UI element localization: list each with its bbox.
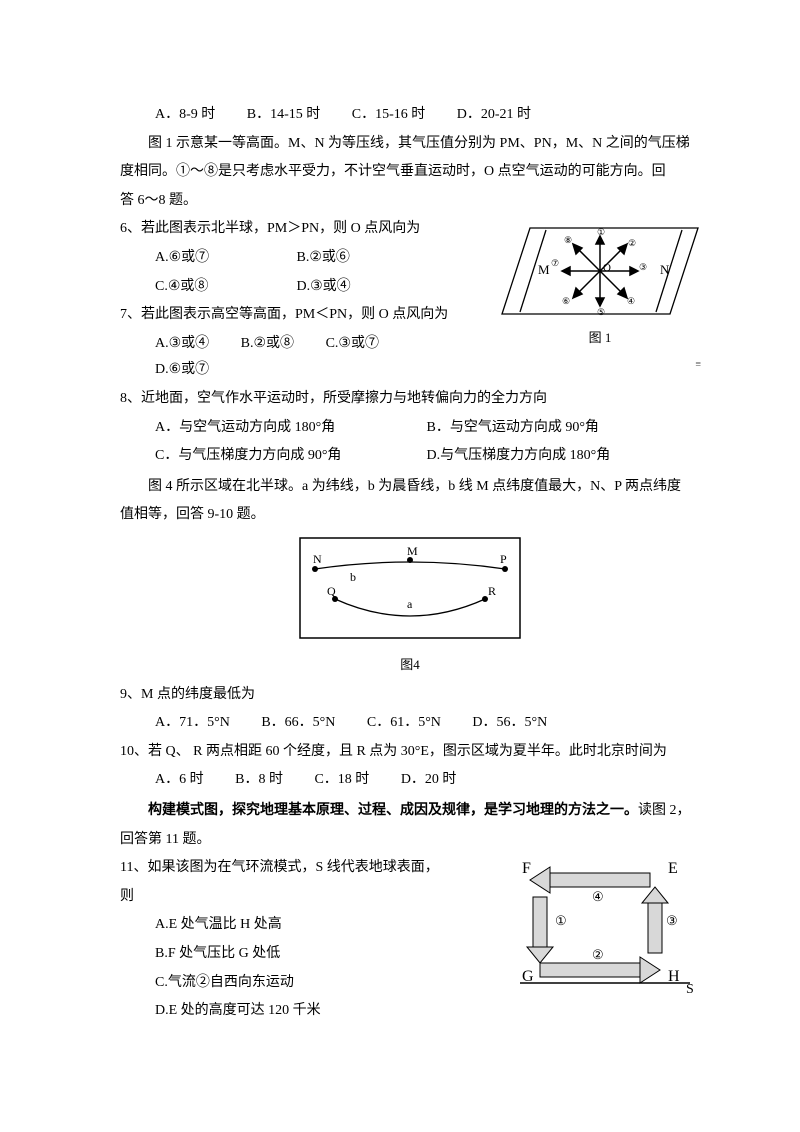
svg-text:R: R [488,584,496,598]
q6-opt-d: D.③或④ [297,274,351,301]
svg-text:E: E [668,860,678,877]
figure-1-svg: M N O ① ② ③ ④ ⑤ ⑥ ⑦ ⑧ [500,216,700,326]
svg-text:S: S [686,982,694,995]
svg-text:F: F [522,860,531,877]
figure-2-wrap: F E G H S ① ② ③ ④ [500,855,700,995]
q6-opt-b: B.②或⑥ [297,245,350,272]
svg-text:⑥: ⑥ [562,296,570,306]
svg-text:⑤: ⑤ [597,307,605,317]
intro-6-8-line1: 图 1 示意某一等高面。M、N 为等压线，其气压值分别为 PM、PN，M、N 之… [120,131,700,158]
svg-text:N: N [313,552,322,566]
q5-opt-d: D．20-21 时 [457,102,531,129]
svg-text:④: ④ [592,889,604,904]
svg-text:⑧: ⑧ [564,235,572,245]
svg-text:①: ① [597,227,605,237]
intro-11-line1: 构建模式图，探究地理基本原理、过程、成因及规律，是学习地理的方法之一。读图 2， [120,796,700,825]
figure-4-label: 图4 [120,653,700,678]
svg-text:④: ④ [627,296,635,306]
q8-opt-c: C．与气压梯度力方向成 90°角 [155,443,395,470]
svg-text:G: G [522,968,534,985]
q9-opt-a: A．71．5°N [155,710,230,737]
q8-stem: 8、近地面，空气作水平运动时，所受摩擦力与地转偏向力的全力方向 [120,386,700,413]
svg-text:O: O [603,262,611,274]
svg-text:①: ① [555,913,567,928]
q8-row2: C．与气压梯度力方向成 90°角 D.与气压梯度力方向成 180°角 [155,443,700,470]
q6-opt-a: A.⑥或⑦ [155,245,265,272]
figure-2-svg: F E G H S ① ② ③ ④ [500,855,700,995]
q11-opt-d: D.E 处的高度可达 120 千米 [155,998,700,1025]
svg-text:P: P [500,552,507,566]
q7-opt-d: D.⑥或⑦ [155,357,209,384]
q6-opt-c: C.④或⑧ [155,274,265,301]
svg-text:⑦: ⑦ [551,258,559,268]
svg-text:②: ② [592,947,604,962]
q9-opt-c: C．61．5°N [367,710,441,737]
figure-1-wrap: M N O ① ② ③ ④ ⑤ ⑥ ⑦ ⑧ 图 1 ≡ [500,216,700,377]
q8-opt-b: B．与空气运动方向成 90°角 [427,415,599,442]
q7-opt-a: A.③或④ [155,331,209,358]
svg-text:②: ② [628,238,636,248]
q9-stem: 9、M 点的纬度最低为 [120,682,700,709]
svg-text:N: N [660,262,670,277]
q10-opt-a: A．6 时 [155,767,204,794]
exam-page: A．8-9 时 B．14-15 时 C．15-16 时 D．20-21 时 图 … [0,0,800,1132]
q10-options: A．6 时 B．8 时 C．18 时 D．20 时 [155,767,700,794]
q5-opt-a: A．8-9 时 [155,102,215,129]
intro-11-tail: 读图 2， [638,803,691,818]
q10-stem: 10、若 Q、 R 两点相距 60 个经度，且 R 点为 30°E，图示区域为夏… [120,739,700,766]
q7-opt-b: B.②或⑧ [241,331,294,358]
intro-6-8-line2: 度相同。①～⑧是只考虑水平受力，不计空气垂直运动时，O 点空气运动的可能方向。回 [120,159,700,186]
svg-text:Q: Q [327,584,336,598]
svg-text:b: b [350,570,356,584]
intro-6-8-line3: 答 6～8 题。 [120,188,700,215]
figure-4-svg: N M P Q R b a [295,533,525,653]
q10-opt-b: B．8 时 [235,767,283,794]
q10-opt-c: C．18 时 [314,767,369,794]
svg-text:M: M [538,262,550,277]
svg-text:M: M [407,544,418,558]
svg-text:③: ③ [666,913,678,928]
intro-9-10-line1: 图 4 所示区域在北半球。a 为纬线，b 为晨昏线，b 线 M 点纬度值最大，N… [120,474,700,501]
q7-opt-c: C.③或⑦ [326,331,379,358]
q9-opt-b: B．66．5°N [261,710,335,737]
q5-opt-c: C．15-16 时 [352,102,426,129]
svg-text:③: ③ [639,262,647,272]
q5-options: A．8-9 时 B．14-15 时 C．15-16 时 D．20-21 时 [155,102,700,129]
svg-text:a: a [407,597,413,611]
q8-row1: A．与空气运动方向成 180°角 B．与空气运动方向成 90°角 [155,415,700,442]
q9-opt-d: D．56．5°N [472,710,547,737]
q10-opt-d: D．20 时 [401,767,457,794]
q8-opt-a: A．与空气运动方向成 180°角 [155,415,395,442]
intro-11-bold: 构建模式图，探究地理基本原理、过程、成因及规律，是学习地理的方法之一。 [148,801,638,817]
figure-4-wrap: N M P Q R b a 图4 [120,533,700,678]
q9-options: A．71．5°N B．66．5°N C．61．5°N D．56．5°N [155,710,700,737]
svg-text:H: H [668,968,680,985]
intro-11-line2: 回答第 11 题。 [120,827,700,854]
figure-1-label: 图 1 [500,326,700,351]
page-corner-icon: ≡ [695,359,700,370]
intro-9-10-line2: 值相等，回答 9-10 题。 [120,502,700,529]
q5-opt-b: B．14-15 时 [247,102,321,129]
q8-opt-d: D.与气压梯度力方向成 180°角 [427,443,611,470]
